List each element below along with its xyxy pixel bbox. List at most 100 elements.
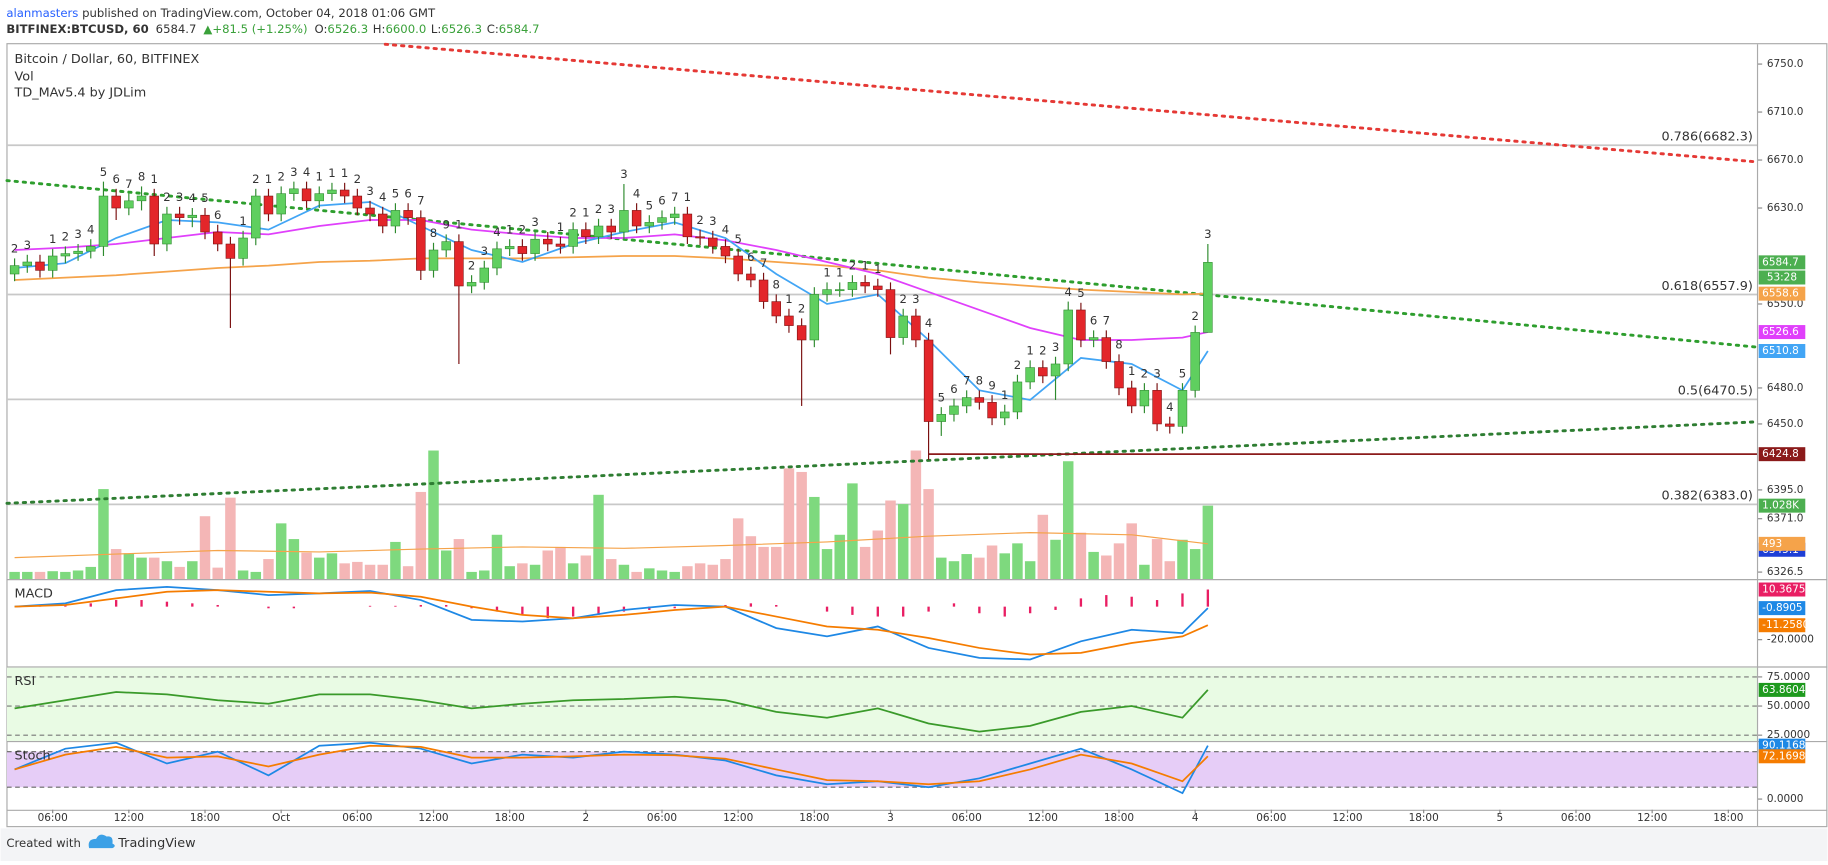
candle-body bbox=[378, 213, 388, 227]
x-tick-label: 18:00 bbox=[1713, 812, 1743, 824]
candle-body bbox=[720, 246, 731, 257]
x-tick-label: 2 bbox=[583, 812, 590, 824]
macd-histogram bbox=[749, 603, 753, 607]
candle-body bbox=[822, 289, 832, 295]
fib-label: 0.786(6682.3) bbox=[1661, 130, 1752, 145]
indicator-line bbox=[14, 744, 1209, 786]
candle-body bbox=[961, 397, 972, 407]
candle-body bbox=[1038, 367, 1048, 377]
volume-bar bbox=[479, 570, 490, 580]
td-count: 1 bbox=[836, 266, 843, 280]
logo-icon[interactable] bbox=[88, 834, 115, 849]
price-tag: 6584.7 bbox=[1762, 256, 1799, 268]
fib-label: 0.5(6470.5) bbox=[1678, 384, 1753, 399]
td-count: 4 bbox=[722, 222, 729, 236]
macd-histogram bbox=[445, 604, 448, 607]
candle-body bbox=[327, 189, 337, 194]
volume-bar bbox=[1062, 461, 1074, 580]
x-tick-label: 12:00 bbox=[418, 812, 448, 824]
macd-histogram bbox=[191, 603, 194, 607]
macd-histogram bbox=[775, 604, 778, 607]
td-count: 8 bbox=[138, 170, 145, 184]
volume-bar bbox=[85, 566, 97, 580]
candle-body bbox=[162, 213, 172, 245]
td-count: 5 bbox=[201, 191, 208, 205]
volume-bar bbox=[250, 571, 262, 580]
indicator-tag: 63.8604 bbox=[1762, 684, 1806, 696]
td-count: 4 bbox=[1166, 400, 1173, 414]
volume-bar bbox=[504, 566, 515, 580]
volume-bar bbox=[542, 550, 553, 580]
volume-bar bbox=[885, 500, 896, 580]
td-count: 8 bbox=[1115, 338, 1122, 352]
footer-brand[interactable]: TradingView bbox=[117, 836, 195, 851]
td-count: 5 bbox=[734, 232, 741, 246]
volume-bar bbox=[110, 549, 122, 580]
volume-bar bbox=[529, 564, 541, 580]
y-tick-label: 6371.0 bbox=[1767, 513, 1804, 525]
macd-histogram bbox=[597, 606, 600, 615]
user-link[interactable]: alanmasters bbox=[6, 5, 78, 19]
published-text: published on TradingView.com, October 04… bbox=[78, 5, 436, 19]
y-tick-label: 6630.0 bbox=[1767, 202, 1804, 214]
candle-body bbox=[1152, 390, 1162, 425]
candle-body bbox=[9, 265, 20, 275]
td-count: 1 bbox=[151, 172, 158, 186]
x-tick-label: 12:00 bbox=[1028, 812, 1058, 824]
y-tick-label: 6326.5 bbox=[1767, 566, 1804, 578]
candle-body bbox=[1114, 361, 1124, 389]
candle-body bbox=[149, 195, 159, 245]
x-tick-label: 06:00 bbox=[647, 812, 677, 824]
indicator-label: TD_MAv5.4 by JDLim bbox=[14, 86, 147, 101]
macd-histogram bbox=[140, 600, 143, 607]
candle-body bbox=[1088, 337, 1099, 341]
pane-background bbox=[6, 667, 1758, 741]
price-tag: 6558.6 bbox=[1762, 288, 1799, 300]
chart-frame bbox=[6, 43, 1828, 828]
td-count: 2 bbox=[163, 190, 170, 204]
candle-body bbox=[835, 289, 845, 292]
ohlc-value: 6584.7 bbox=[499, 22, 540, 36]
header-line: alanmasters published on TradingView.com… bbox=[6, 5, 436, 19]
volume-bar bbox=[1139, 564, 1150, 580]
td-count: 5 bbox=[392, 186, 399, 200]
volume-bar bbox=[669, 571, 680, 580]
volume-bar bbox=[783, 468, 795, 580]
x-tick-label: 18:00 bbox=[495, 812, 525, 824]
volume-bar bbox=[910, 450, 922, 580]
volume-bar bbox=[631, 571, 642, 580]
volume-bar bbox=[187, 561, 198, 580]
x-tick-label: 12:00 bbox=[1637, 812, 1667, 824]
candle-body bbox=[1063, 309, 1073, 365]
candle-body bbox=[1101, 337, 1112, 362]
x-tick-label: 18:00 bbox=[190, 812, 220, 824]
x-tick-label: 18:00 bbox=[1409, 812, 1439, 824]
y-tick-label: 6750.0 bbox=[1767, 58, 1804, 70]
td-count: 1 bbox=[341, 166, 348, 180]
volume-bar bbox=[288, 539, 300, 580]
td-count: 5 bbox=[1179, 366, 1186, 380]
td-count: 1 bbox=[239, 214, 246, 228]
indicator-label: Vol bbox=[15, 69, 34, 84]
y-tick-label: 6670.0 bbox=[1767, 154, 1804, 166]
macd-histogram bbox=[825, 606, 829, 612]
indicator-tag: 10.3675 bbox=[1762, 584, 1805, 596]
x-tick-label: 5 bbox=[1496, 812, 1503, 824]
price-tag-bg bbox=[1758, 255, 1806, 270]
td-count: 2 bbox=[11, 242, 18, 256]
candle-body bbox=[784, 315, 794, 326]
candle-body bbox=[644, 222, 655, 227]
x-tick-label: 06:00 bbox=[342, 812, 372, 824]
candle-body bbox=[289, 188, 299, 194]
candle-body bbox=[708, 237, 718, 247]
candle-body bbox=[1203, 262, 1213, 333]
volume-bar bbox=[415, 491, 427, 580]
macd-histogram bbox=[927, 606, 930, 612]
candle-body bbox=[314, 193, 324, 202]
td-count: 1 bbox=[328, 166, 335, 180]
ohlc-label: O: bbox=[315, 22, 328, 36]
candle-body bbox=[873, 285, 883, 290]
volume-bar bbox=[618, 564, 630, 580]
macd-histogram bbox=[1028, 606, 1032, 614]
candle-body bbox=[657, 217, 667, 223]
